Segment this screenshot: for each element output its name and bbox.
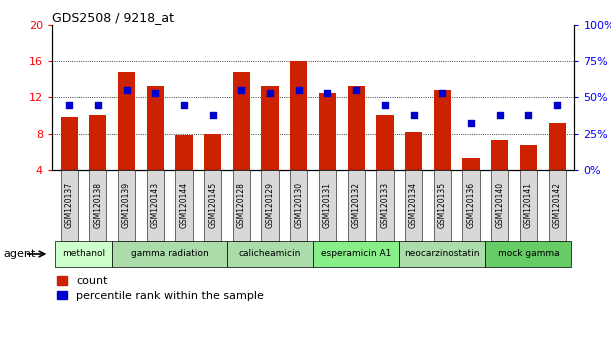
Bar [60, 117, 78, 170]
Text: GSM120131: GSM120131 [323, 182, 332, 228]
Bar [118, 72, 135, 170]
Text: neocarzinostatin: neocarzinostatin [404, 250, 480, 258]
Text: GSM120134: GSM120134 [409, 182, 418, 228]
Point [380, 102, 390, 108]
Text: GSM120142: GSM120142 [552, 182, 562, 228]
Bar [233, 72, 250, 170]
Text: mock gamma: mock gamma [497, 250, 559, 258]
Text: GSM120140: GSM120140 [495, 182, 504, 228]
Text: GSM120143: GSM120143 [151, 182, 159, 228]
Text: GSM120128: GSM120128 [237, 182, 246, 228]
Text: GSM120129: GSM120129 [266, 182, 274, 228]
Bar [520, 144, 537, 170]
Text: agent: agent [3, 249, 35, 259]
Point [265, 90, 275, 96]
Text: GSM120133: GSM120133 [381, 182, 389, 228]
Text: GSM120144: GSM120144 [180, 182, 188, 228]
Text: methanol: methanol [62, 250, 105, 258]
Point [495, 112, 505, 118]
Point [236, 87, 246, 93]
Bar [463, 158, 480, 170]
Bar [147, 86, 164, 170]
Text: GSM120139: GSM120139 [122, 182, 131, 228]
Text: calicheamicin: calicheamicin [239, 250, 301, 258]
Bar [348, 86, 365, 170]
Point [64, 102, 74, 108]
Bar [491, 140, 508, 170]
Point [93, 102, 103, 108]
Point [150, 90, 160, 96]
Text: GDS2508 / 9218_at: GDS2508 / 9218_at [52, 11, 174, 24]
Text: GSM120137: GSM120137 [65, 182, 74, 228]
Text: GSM120135: GSM120135 [438, 182, 447, 228]
Text: GSM120145: GSM120145 [208, 182, 217, 228]
Text: GSM120136: GSM120136 [467, 182, 475, 228]
Point [409, 112, 419, 118]
Bar [549, 123, 566, 170]
Bar [434, 90, 451, 170]
Bar [175, 135, 192, 170]
Bar [376, 115, 393, 170]
Point [437, 90, 447, 96]
Bar [89, 115, 106, 170]
Bar [319, 93, 336, 170]
Bar [204, 133, 221, 170]
Point [208, 112, 218, 118]
Point [179, 102, 189, 108]
Bar [262, 86, 279, 170]
Text: GSM120130: GSM120130 [295, 182, 303, 228]
Point [552, 102, 562, 108]
Text: GSM120132: GSM120132 [352, 182, 360, 228]
Bar [405, 132, 422, 170]
Point [466, 121, 476, 126]
Point [524, 112, 533, 118]
Point [294, 87, 304, 93]
Text: gamma radiation: gamma radiation [131, 250, 208, 258]
Bar [290, 61, 307, 170]
Point [122, 87, 131, 93]
Text: GSM120138: GSM120138 [93, 182, 103, 228]
Text: esperamicin A1: esperamicin A1 [321, 250, 392, 258]
Point [351, 87, 361, 93]
Legend: count, percentile rank within the sample: count, percentile rank within the sample [57, 276, 264, 301]
Point [323, 90, 332, 96]
Text: GSM120141: GSM120141 [524, 182, 533, 228]
